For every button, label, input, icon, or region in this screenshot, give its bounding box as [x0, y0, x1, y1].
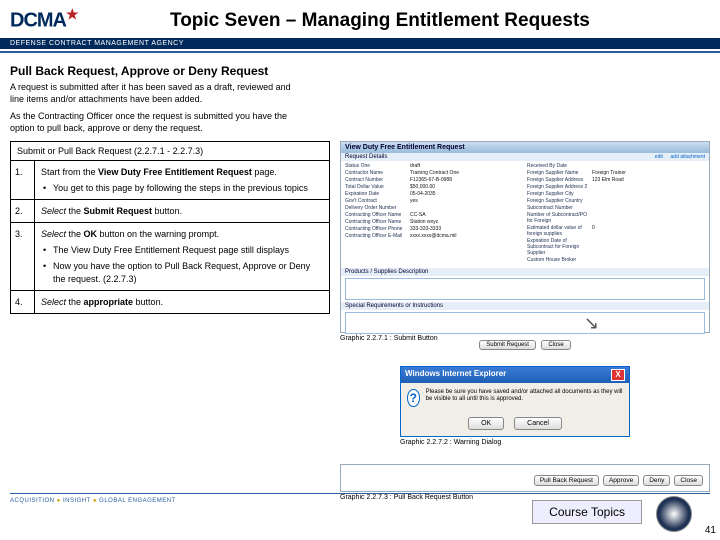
steps-table: Submit or Pull Back Request (2.2.7.1 - 2… [10, 141, 330, 314]
footer-rule [10, 493, 710, 494]
pointer-arrow-icon: ↘ [584, 313, 599, 334]
submit-request-button[interactable]: Submit Request [479, 340, 536, 350]
step-number: 4. [11, 291, 35, 313]
field-line: Contractor NameTraining Contract One [345, 170, 523, 176]
header-rule [0, 51, 720, 53]
close-icon[interactable]: X [611, 369, 625, 381]
step-bullet: Now you have the option to Pull Back Req… [41, 260, 323, 284]
page-number: 41 [705, 525, 716, 536]
edit-link[interactable]: edit [655, 154, 663, 160]
field-line: Contract NumberF12365-67-B-0988 [345, 177, 523, 183]
deny-button[interactable]: Deny [643, 475, 670, 486]
caption-2: Graphic 2.2.7.2 : Warning Dialog [400, 439, 710, 446]
field-line: Number of Subcontract/PO for Foreign [527, 212, 705, 224]
products-textarea [345, 278, 705, 300]
shot1-subhead: Request Details [345, 154, 387, 160]
field-line: Contracting Officer NameCC-SA [345, 212, 523, 218]
intro-para-2: As the Contracting Officer once the requ… [0, 111, 310, 140]
products-section: Products / Supplies Description [341, 268, 709, 276]
question-icon: ? [407, 389, 420, 407]
special-textarea [345, 312, 705, 334]
step-bullet: The View Duty Free Entitlement Request p… [41, 244, 323, 256]
screenshot-submit: View Duty Free Entitlement Request Reque… [340, 141, 710, 333]
field-line: Gov't Contractyes [345, 198, 523, 204]
field-line: Contracting Officer Phone333-333-3333 [345, 226, 523, 232]
field-line: Foreign Supplier Address 2 [527, 184, 705, 190]
dialog-message: Please be sure you have saved and/or att… [426, 389, 623, 403]
table-row: 4.Select the appropriate button. [11, 291, 329, 313]
agency-band: DEFENSE CONTRACT MANAGEMENT AGENCY [0, 38, 720, 49]
add-attachment-link[interactable]: add attachment [671, 154, 705, 160]
step-body: Select the Submit Request button. [35, 200, 329, 222]
caption-3: Graphic 2.2.7.3 : Pull Back Request Butt… [340, 494, 710, 501]
pull-back-request-button[interactable]: Pull Back Request [534, 475, 599, 486]
field-line: Custom House Broker [527, 257, 705, 263]
close-button[interactable]: Close [541, 340, 570, 350]
field-line: Status Onedraft [345, 163, 523, 169]
field-line: Foreign Supplier Country [527, 198, 705, 204]
step-number: 1. [11, 161, 35, 199]
table-row: 1.Start from the View Duty Free Entitlem… [11, 161, 329, 200]
footer-tagline: ACQUISITION ● INSIGHT ● GLOBAL ENGAGEMEN… [10, 498, 176, 504]
step-number: 2. [11, 200, 35, 222]
table-row: 3.Select the OK button on the warning pr… [11, 223, 329, 291]
approve-button[interactable]: Approve [603, 475, 639, 486]
field-line: Foreign Supplier City [527, 191, 705, 197]
special-section: Special Requirements or Instructions [341, 302, 709, 310]
field-line: Subcontract Number [527, 205, 705, 211]
field-line: Estimated dollar value of foreign suppli… [527, 225, 705, 237]
topic-title: Topic Seven – Managing Entitlement Reque… [170, 10, 590, 32]
step-body: Select the OK button on the warning prom… [35, 223, 329, 290]
ok-button[interactable]: OK [468, 417, 504, 430]
course-topics-button[interactable]: Course Topics [532, 500, 642, 524]
steps-header: Submit or Pull Back Request (2.2.7.1 - 2… [11, 142, 329, 161]
action-bar: Pull Back Request Approve Deny Close [340, 464, 710, 492]
step-bullet: You get to this page by following the st… [41, 182, 323, 194]
page-header: DCMA★ Topic Seven – Managing Entitlement… [0, 0, 720, 58]
field-line: Delivery Order Number [345, 205, 523, 211]
field-line: Received By Date [527, 163, 705, 169]
dialog-title: Windows Internet Explorer [405, 369, 506, 381]
field-line: Foreign Supplier NameForeign Trainer [527, 170, 705, 176]
shot1-title: View Duty Free Entitlement Request [341, 142, 709, 153]
step-number: 3. [11, 223, 35, 290]
warning-dialog: Windows Internet Explorer X ? Please be … [400, 366, 630, 437]
section-title: Pull Back Request, Approve or Deny Reque… [0, 58, 720, 82]
dcma-logo: DCMA★ [10, 6, 78, 33]
cancel-button[interactable]: Cancel [514, 417, 562, 430]
field-line: Contracting Officer NameStation wxyz [345, 219, 523, 225]
step-body: Start from the View Duty Free Entitlemen… [35, 161, 329, 199]
close-button[interactable]: Close [674, 475, 703, 486]
field-line: Total Dollar Value$50,000.00 [345, 184, 523, 190]
step-body: Select the appropriate button. [35, 291, 329, 313]
field-line: Foreign Supplier Address123 Elm Road [527, 177, 705, 183]
field-line: Expiration Date05-04-2035 [345, 191, 523, 197]
intro-para-1: A request is submitted after it has been… [0, 82, 310, 111]
agency-seal-icon [656, 496, 692, 532]
field-line: Expiration Date of Subcontract for Forei… [527, 238, 705, 256]
table-row: 2.Select the Submit Request button. [11, 200, 329, 223]
field-line: Contracting Officer E-Mailxxxx.xxxx@dcma… [345, 233, 523, 239]
